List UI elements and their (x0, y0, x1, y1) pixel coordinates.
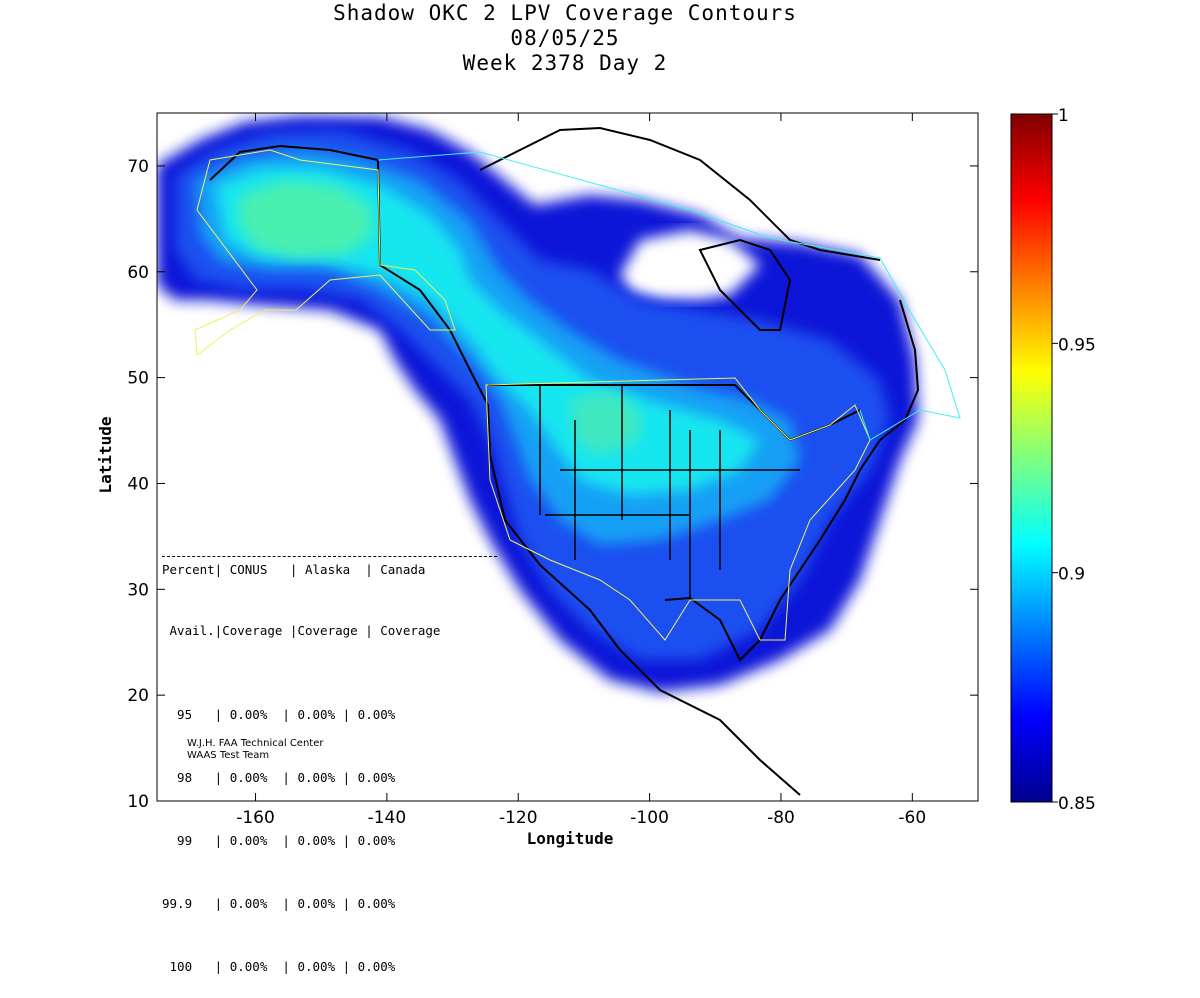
coverage-map: -160 -140 -120 -100 -80 -60 10 20 30 40 50 60 70 Lo… (96, 106, 1096, 848)
stats-row-99-9: 99.9 | 0.00% | 0.00% | 0.00% (162, 896, 396, 911)
stats-divider (162, 556, 497, 557)
stats-header-2: Avail.|Coverage |Coverage | Coverage (162, 623, 441, 638)
stats-row-95: 95 | 0.00% | 0.00% | 0.00% (162, 707, 396, 722)
y-tick-label: 70 (127, 157, 149, 177)
service-volume-outlines (194, 149, 961, 641)
x-tick-label: -60 (898, 808, 926, 828)
y-tick-label: 20 (127, 686, 149, 706)
y-tick-label: 50 (127, 369, 149, 389)
state-borders (539, 385, 800, 600)
chart-title: Shadow OKC 2 LPV Coverage Contours (333, 1, 797, 25)
stats-row-98: 98 | 0.00% | 0.00% | 0.00% (162, 770, 396, 785)
credit-line-1: W.J.H. FAA Technical Center (187, 738, 324, 749)
stats-row-100: 100 | 0.00% | 0.00% | 0.00% (162, 959, 396, 974)
stats-header-1: Percent| CONUS | Alaska | Canada (162, 562, 426, 577)
y-axis: 10 20 30 40 50 60 70 (127, 157, 978, 812)
y-tick-label: 60 (127, 263, 149, 283)
x-tick-label: -120 (499, 808, 538, 828)
coverage-contours (157, 113, 978, 801)
credit-block: W.J.H. FAA Technical Center WAAS Test Te… (187, 738, 323, 762)
x-tick-label: -80 (767, 808, 795, 828)
y-axis-label: Latitude (96, 416, 115, 493)
chart-date: 08/05/25 (510, 26, 620, 50)
x-axis-label: Longitude (527, 829, 614, 848)
credit-line-2: WAAS Test Team (187, 750, 270, 761)
x-tick-label: -140 (368, 808, 407, 828)
x-tick-label: -160 (236, 808, 275, 828)
y-tick-label: 40 (127, 474, 149, 494)
y-tick-label: 10 (127, 792, 149, 812)
colorbar (1010, 113, 1053, 803)
y-tick-label: 30 (127, 580, 149, 600)
colorbar-tick-label: 1 (1058, 106, 1069, 126)
x-tick-label: -100 (630, 808, 669, 828)
colorbar-tick-label: 0.95 (1058, 335, 1096, 355)
plot-frame (156, 112, 979, 802)
colorbar-tick-label: 0.85 (1058, 794, 1096, 814)
stats-row-99: 99 | 0.00% | 0.00% | 0.00% (162, 833, 396, 848)
chart-week-day: Week 2378 Day 2 (462, 51, 668, 75)
x-axis: -160 -140 -120 -100 -80 -60 (236, 113, 926, 828)
colorbar-ticks: 0.85 0.9 0.95 1 (1052, 106, 1096, 814)
colorbar-tick-label: 0.9 (1058, 565, 1085, 585)
coastlines (209, 126, 920, 796)
